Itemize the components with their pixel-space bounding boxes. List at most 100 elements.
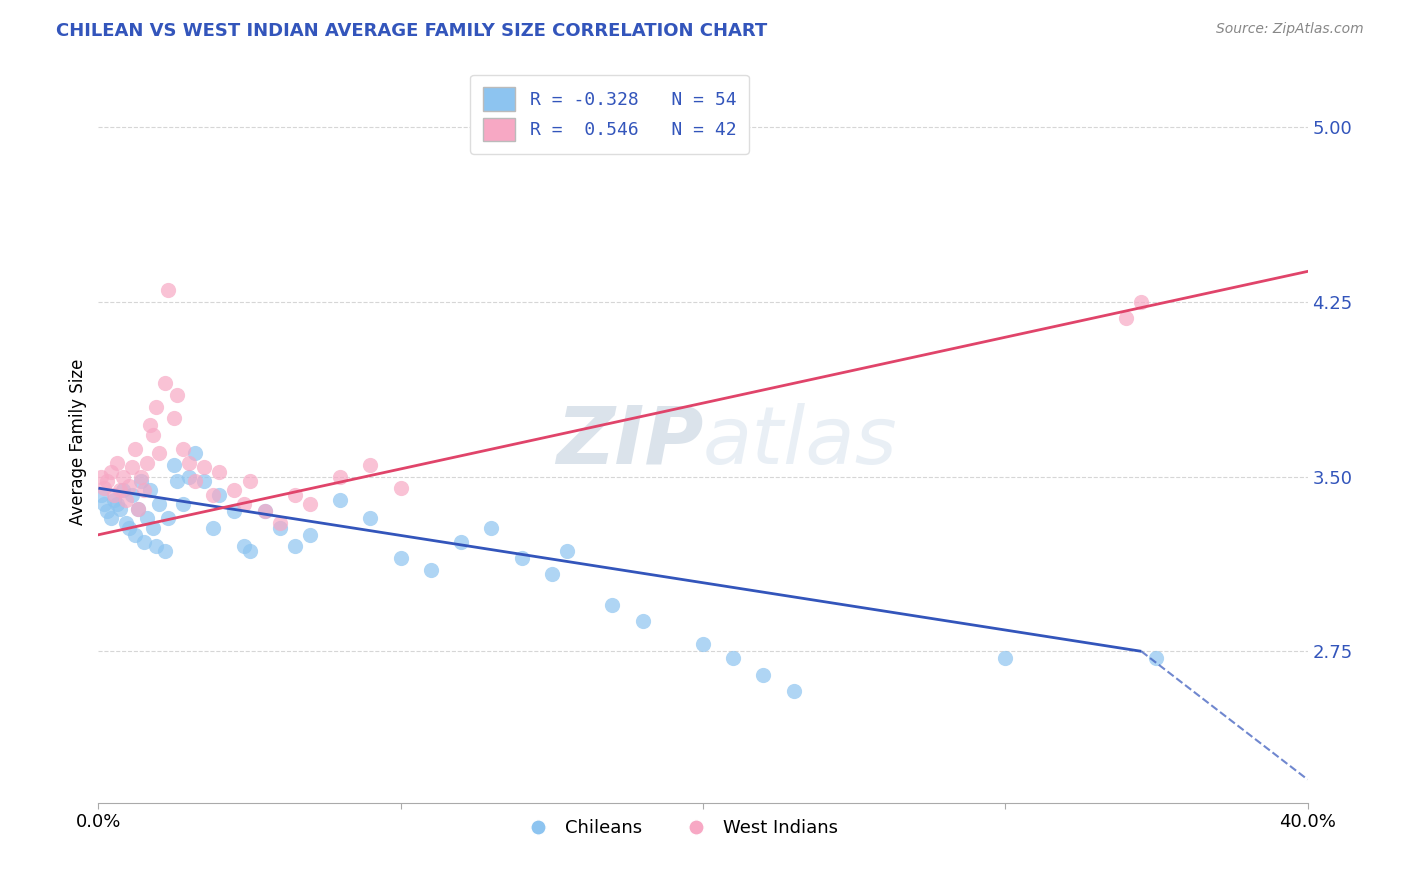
Point — [783, 684, 806, 698]
Point — [360, 511, 382, 525]
Point — [166, 388, 188, 402]
Point — [510, 551, 533, 566]
Point — [124, 528, 146, 542]
Point — [118, 521, 141, 535]
Text: ZIP: ZIP — [555, 402, 703, 481]
Point — [132, 483, 155, 498]
Point — [389, 551, 412, 566]
Point — [105, 456, 128, 470]
Point — [127, 502, 149, 516]
Point — [284, 488, 307, 502]
Point — [121, 460, 143, 475]
Point — [156, 511, 179, 525]
Point — [108, 483, 131, 498]
Point — [224, 504, 246, 518]
Point — [481, 521, 503, 535]
Point — [193, 460, 215, 475]
Point — [145, 540, 167, 554]
Point — [239, 544, 262, 558]
Point — [450, 534, 472, 549]
Point — [269, 521, 291, 535]
Point — [172, 498, 194, 512]
Point — [184, 474, 207, 488]
Point — [135, 511, 157, 525]
Point — [284, 540, 307, 554]
Point — [142, 521, 165, 535]
Point — [692, 637, 714, 651]
Point — [96, 504, 118, 518]
Text: CHILEAN VS WEST INDIAN AVERAGE FAMILY SIZE CORRELATION CHART: CHILEAN VS WEST INDIAN AVERAGE FAMILY SI… — [56, 22, 768, 40]
Point — [389, 481, 412, 495]
Point — [139, 483, 162, 498]
Point — [156, 283, 179, 297]
Point — [994, 651, 1017, 665]
Point — [127, 502, 149, 516]
Point — [329, 469, 352, 483]
Point — [232, 498, 254, 512]
Point — [132, 534, 155, 549]
Point — [329, 492, 352, 507]
Point — [153, 376, 176, 391]
Point — [184, 446, 207, 460]
Point — [540, 567, 562, 582]
Point — [723, 651, 745, 665]
Point — [269, 516, 291, 530]
Point — [103, 488, 125, 502]
Point — [752, 667, 775, 681]
Point — [1130, 294, 1153, 309]
Point — [111, 469, 134, 483]
Point — [153, 544, 176, 558]
Point — [142, 427, 165, 442]
Point — [103, 492, 125, 507]
Point — [90, 488, 112, 502]
Point — [555, 544, 578, 558]
Point — [224, 483, 246, 498]
Legend: Chileans, West Indians: Chileans, West Indians — [512, 812, 845, 845]
Point — [139, 418, 162, 433]
Point — [135, 456, 157, 470]
Point — [145, 400, 167, 414]
Point — [253, 504, 276, 518]
Point — [232, 540, 254, 554]
Point — [90, 469, 112, 483]
Point — [96, 474, 118, 488]
Point — [631, 614, 654, 628]
Point — [360, 458, 382, 472]
Point — [118, 479, 141, 493]
Point — [1115, 311, 1137, 326]
Point — [148, 446, 170, 460]
Point — [193, 474, 215, 488]
Point — [202, 488, 225, 502]
Point — [1144, 651, 1167, 665]
Point — [179, 456, 201, 470]
Point — [299, 528, 322, 542]
Point — [111, 483, 134, 498]
Point — [163, 458, 186, 472]
Point — [93, 498, 115, 512]
Point — [93, 481, 115, 495]
Point — [105, 498, 128, 512]
Point — [239, 474, 262, 488]
Point — [129, 474, 152, 488]
Point — [100, 465, 122, 479]
Point — [179, 469, 201, 483]
Point — [299, 498, 322, 512]
Point — [114, 516, 136, 530]
Point — [121, 488, 143, 502]
Point — [148, 498, 170, 512]
Point — [208, 488, 231, 502]
Point — [124, 442, 146, 456]
Point — [108, 502, 131, 516]
Point — [100, 511, 122, 525]
Point — [602, 598, 624, 612]
Point — [202, 521, 225, 535]
Y-axis label: Average Family Size: Average Family Size — [69, 359, 87, 524]
Point — [253, 504, 276, 518]
Text: atlas: atlas — [703, 402, 898, 481]
Point — [114, 492, 136, 507]
Point — [166, 474, 188, 488]
Point — [129, 469, 152, 483]
Point — [420, 563, 443, 577]
Point — [163, 411, 186, 425]
Point — [208, 465, 231, 479]
